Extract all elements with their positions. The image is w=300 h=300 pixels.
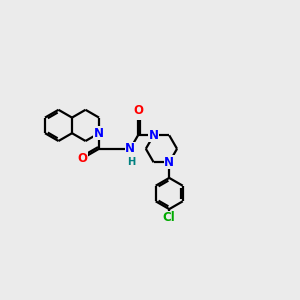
- Text: N: N: [164, 156, 174, 169]
- Text: H: H: [127, 157, 135, 167]
- Text: N: N: [94, 127, 104, 140]
- Text: N: N: [148, 129, 159, 142]
- Text: N: N: [125, 142, 135, 155]
- Text: O: O: [133, 104, 143, 117]
- Text: Cl: Cl: [163, 211, 175, 224]
- Text: O: O: [77, 152, 87, 165]
